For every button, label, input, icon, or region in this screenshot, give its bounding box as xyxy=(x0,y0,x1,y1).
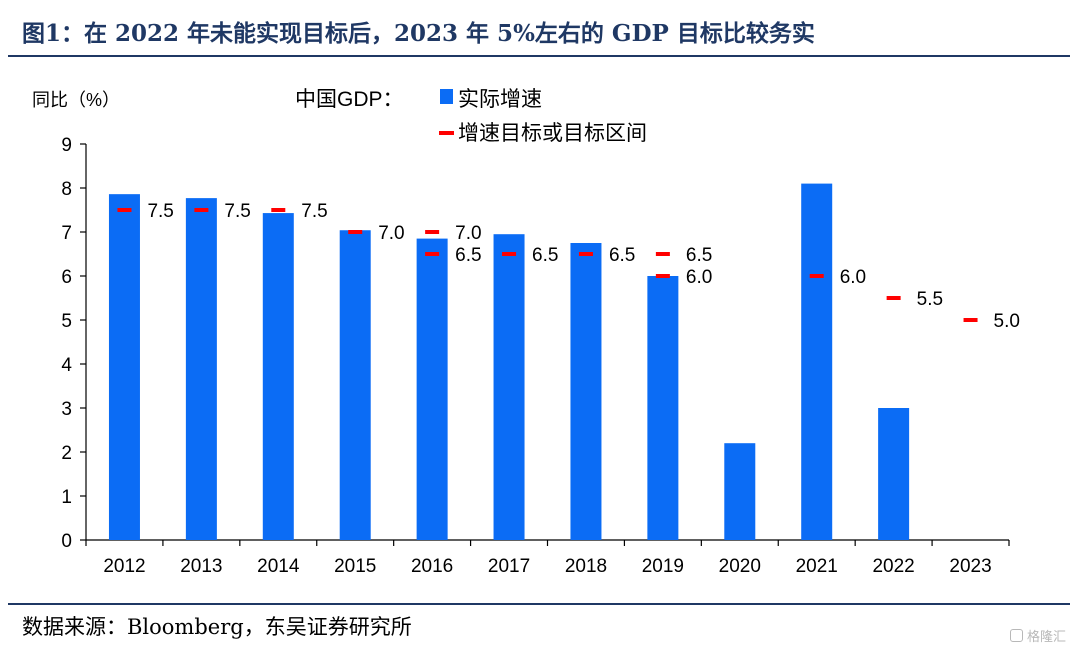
target-marker-2016 xyxy=(425,230,440,234)
x-tick-label: 2022 xyxy=(872,556,914,577)
target-marker-2018 xyxy=(578,252,593,256)
target-marker-2022 xyxy=(886,296,901,300)
bar-2015 xyxy=(339,230,371,541)
y-tick-label: 0 xyxy=(61,531,72,552)
x-tick-label: 2020 xyxy=(719,556,761,577)
target-label-2021: 6.0 xyxy=(840,267,866,288)
target-markers: 7.5 7.5 7.57.0 7.06.5 6.5 6.5 6.56.0 6.05.55.0 xyxy=(117,201,1020,332)
bar-2017 xyxy=(493,234,525,540)
target-marker-2019 xyxy=(655,252,670,256)
bar-2019 xyxy=(647,276,679,540)
target-marker-2015 xyxy=(348,230,363,234)
target-label-2014: 7.5 xyxy=(301,201,327,222)
target-label-2018: 6.5 xyxy=(609,245,635,266)
gdp-chart: 中国GDP： 实际增速 增速目标或目标区间 同比（%） 0 1 2 3 4 5 6 7 8 9 20… xyxy=(32,88,1020,577)
target-label-2017: 6.5 xyxy=(532,245,558,266)
bar-2013 xyxy=(185,198,217,540)
bar-2012 xyxy=(108,194,140,540)
target-label-2016: 7.0 xyxy=(455,223,481,244)
y-tick-label: 6 xyxy=(61,267,72,288)
target-label-2022: 5.5 xyxy=(917,289,943,310)
y-axis-label: 同比（%） xyxy=(32,90,120,110)
target-marker-2013 xyxy=(194,208,209,212)
figure-title: 图1：在 2022 年未能实现目标后，2023 年 5%左右的 GDP 目标比较… xyxy=(22,20,815,47)
watermark-text: 格隆汇 xyxy=(1026,630,1066,645)
bar-2016 xyxy=(416,238,448,540)
y-tick-label: 1 xyxy=(61,487,72,508)
x-tick-label: 2012 xyxy=(103,556,145,577)
legend-target-label: 增速目标或目标区间 xyxy=(458,122,647,145)
y-tick-label: 7 xyxy=(61,223,72,244)
y-tick-label: 2 xyxy=(61,443,72,464)
target-label-2013: 7.5 xyxy=(224,201,250,222)
bar-2018 xyxy=(570,243,602,540)
target-label-2019: 6.5 xyxy=(686,245,712,266)
watermark: 格隆汇 xyxy=(1009,626,1066,645)
x-tick-label: 2014 xyxy=(257,556,300,577)
y-tick-label: 3 xyxy=(61,399,72,420)
watermark-logo-icon xyxy=(1009,629,1023,642)
target-label-2015: 7.0 xyxy=(378,223,404,244)
target-label-2016: 6.5 xyxy=(455,245,481,266)
title-divider xyxy=(8,55,1070,57)
bar-2022 xyxy=(878,408,910,540)
target-marker-2023 xyxy=(963,318,978,322)
axes: 0 1 2 3 4 5 6 7 8 9 2012 2013 2014 2015 2016 2017 2018 20… xyxy=(61,135,1010,577)
target-label-2012: 7.5 xyxy=(147,201,173,222)
y-tick-label: 9 xyxy=(61,135,72,156)
target-marker-2019 xyxy=(655,274,670,278)
source-note: 数据来源：Bloomberg，东吴证券研究所 xyxy=(22,615,412,639)
x-tick-label: 2015 xyxy=(334,556,376,577)
x-tick-label: 2021 xyxy=(796,556,838,577)
target-marker-2021 xyxy=(809,274,824,278)
bar-2021 xyxy=(801,183,833,540)
y-tick-label: 5 xyxy=(61,311,72,332)
bars xyxy=(108,183,910,541)
y-tick-label: 8 xyxy=(61,179,72,200)
x-tick-label: 2023 xyxy=(949,556,991,577)
footer-divider xyxy=(8,603,1070,605)
legend-bar-swatch xyxy=(440,89,453,104)
target-label-2023: 5.0 xyxy=(994,311,1020,332)
target-marker-2017 xyxy=(502,252,517,256)
x-tick-label: 2017 xyxy=(488,556,530,577)
bar-2014 xyxy=(262,213,294,540)
legend-target-swatch xyxy=(439,131,454,135)
x-tick-label: 2016 xyxy=(411,556,453,577)
x-tick-label: 2018 xyxy=(565,556,607,577)
x-tick-label: 2013 xyxy=(180,556,222,577)
target-label-2019: 6.0 xyxy=(686,267,712,288)
legend-title: 中国GDP： xyxy=(295,88,404,111)
legend: 中国GDP： 实际增速 增速目标或目标区间 xyxy=(295,88,647,145)
x-tick-label: 2019 xyxy=(642,556,684,577)
target-marker-2016 xyxy=(425,252,440,256)
target-marker-2012 xyxy=(117,208,132,212)
y-tick-label: 4 xyxy=(61,355,72,376)
legend-bar-label: 实际增速 xyxy=(458,88,542,111)
target-marker-2014 xyxy=(271,208,286,212)
bar-2020 xyxy=(724,443,756,540)
